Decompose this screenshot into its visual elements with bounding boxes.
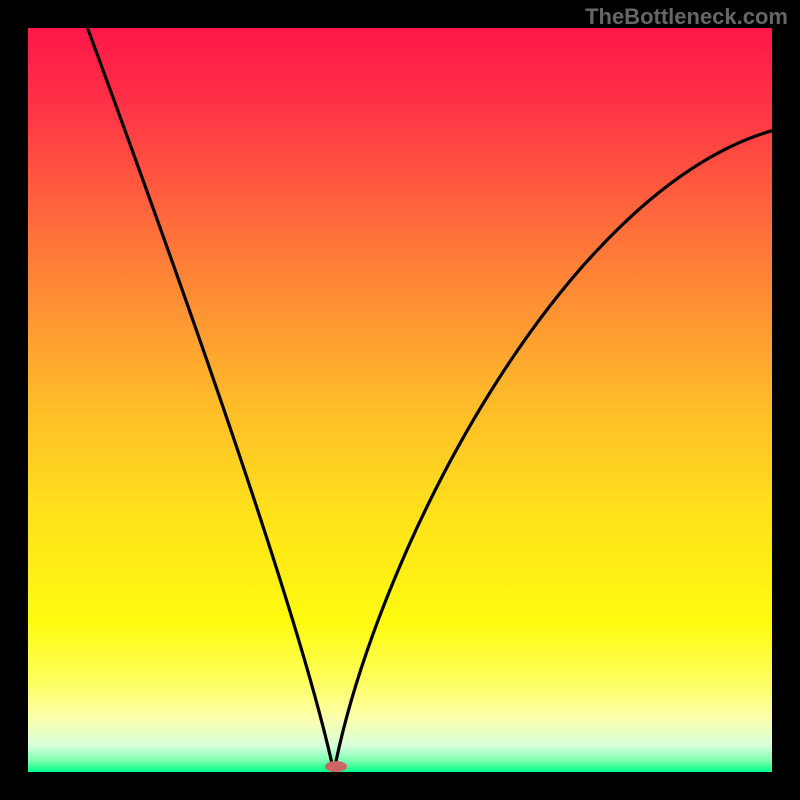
vertex-marker [325, 761, 347, 772]
watermark-text: TheBottleneck.com [585, 4, 788, 30]
plot-area [28, 28, 772, 772]
bottleneck-curve [28, 28, 772, 772]
curve-path [88, 28, 772, 772]
